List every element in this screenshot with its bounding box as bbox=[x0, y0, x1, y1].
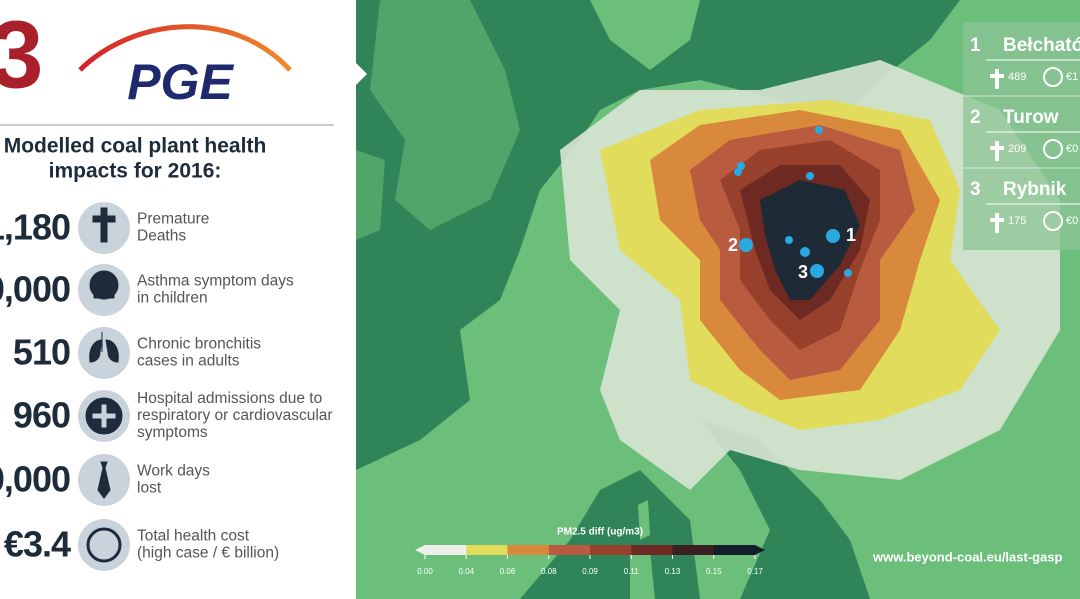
stat-value: 0,000 bbox=[0, 269, 70, 310]
plant-name: Turow bbox=[1003, 107, 1059, 128]
legend-swatch bbox=[548, 545, 591, 555]
legend-tick-label: 0.15 bbox=[706, 567, 722, 576]
legend-tick-label: 0.08 bbox=[541, 567, 557, 576]
stat-icon bbox=[86, 527, 122, 563]
cost-icon bbox=[1043, 67, 1063, 87]
land bbox=[370, 0, 520, 230]
legend-tick-label: 0.00 bbox=[417, 567, 433, 576]
legend-arrow bbox=[755, 545, 765, 555]
island bbox=[630, 500, 655, 599]
stat-label: respiratory or cardiovascular bbox=[137, 407, 333, 424]
plant-rank: 2 bbox=[970, 107, 981, 128]
legend-swatch bbox=[590, 545, 632, 555]
stat-icon bbox=[92, 207, 116, 243]
death-icon bbox=[990, 141, 1004, 161]
plant-rank: 1 bbox=[970, 35, 981, 56]
plant-name: Bełchatów bbox=[1003, 35, 1080, 56]
stat-label: (high case / € billion) bbox=[137, 545, 279, 562]
plume bbox=[760, 180, 860, 300]
legend-swatch bbox=[466, 545, 508, 555]
land bbox=[356, 150, 385, 240]
stat-icon-bg bbox=[78, 519, 130, 571]
stat-label: Hospital admissions due to bbox=[137, 390, 322, 407]
land bbox=[590, 0, 700, 70]
stat-value: 1,180 bbox=[0, 207, 70, 248]
legend-tick-label: 0.09 bbox=[582, 567, 598, 576]
plant-deaths: 489 bbox=[1008, 71, 1026, 83]
heading: impacts for 2016: bbox=[49, 160, 222, 183]
logo-text: PGE bbox=[127, 54, 234, 110]
stat-value: 960 bbox=[13, 395, 70, 436]
side-panel bbox=[0, 0, 356, 599]
stat-label: Premature bbox=[137, 211, 209, 228]
plant-deaths: 209 bbox=[1008, 143, 1026, 155]
legend-tick-label: 0.04 bbox=[458, 567, 474, 576]
legend: 0.00 0.04 0.06 0.08 0.09 0.11 0.13 0.15 0.17 bbox=[415, 545, 765, 576]
legend-title: PM2.5 diff (ug/m3) bbox=[557, 527, 643, 538]
stat-icon bbox=[89, 332, 119, 363]
plant-cost: €1 bbox=[1066, 71, 1078, 83]
stat-label: Asthma symptom days bbox=[137, 273, 294, 290]
legend-tick-label: 0.11 bbox=[624, 567, 640, 576]
stat-icon-bg bbox=[78, 327, 130, 379]
plant-rank: 3 bbox=[970, 179, 981, 200]
stat-label: symptoms bbox=[137, 424, 208, 441]
legend-swatch bbox=[631, 545, 673, 555]
plant-cost: €0 bbox=[1066, 215, 1078, 227]
legend-swatch bbox=[507, 545, 550, 555]
stat-label: lost bbox=[137, 480, 162, 497]
stat-label: cases in adults bbox=[137, 353, 240, 370]
legend-tick-label: 0.17 bbox=[747, 567, 763, 576]
stat-label: Total health cost bbox=[137, 528, 250, 545]
ranking: 1 Bełchatów 489 €1 2 Turow 209 €0 3 Rybnik 175 €0 bbox=[963, 35, 1080, 233]
death-icon bbox=[990, 213, 1004, 233]
stat-label: in children bbox=[137, 290, 208, 307]
logo-arc bbox=[78, 24, 292, 72]
marker-label: 2 bbox=[728, 235, 738, 255]
legend-swatch bbox=[425, 545, 467, 555]
stat-label: Work days bbox=[137, 463, 210, 480]
stat-value: 0,000 bbox=[0, 459, 70, 500]
legend-tick-label: 0.13 bbox=[665, 567, 681, 576]
legend-swatch bbox=[713, 545, 756, 555]
plant-name: Rybnik bbox=[1003, 179, 1067, 200]
marker-label: 3 bbox=[798, 262, 808, 282]
stat-icon bbox=[85, 397, 123, 435]
legend-arrow bbox=[415, 545, 425, 555]
legend-tick-label: 0.06 bbox=[500, 567, 516, 576]
legend-swatch bbox=[672, 545, 715, 555]
cost-icon bbox=[1043, 211, 1063, 231]
stat-value: €3.4 bbox=[4, 524, 71, 565]
stat-value: 510 bbox=[13, 332, 70, 373]
stat-label: Deaths bbox=[137, 228, 186, 245]
notch bbox=[355, 62, 367, 86]
map: 1 2 3 1Bełchatów489€12Turow209€03Rybnik1… bbox=[356, 0, 1080, 599]
source-url: www.beyond-coal.eu/last-gasp bbox=[872, 549, 1063, 564]
stat-label: Chronic bronchitis bbox=[137, 336, 261, 353]
rank-number: 3 bbox=[0, 1, 43, 108]
plant-deaths: 175 bbox=[1008, 215, 1026, 227]
sea bbox=[700, 420, 840, 560]
stat-icon bbox=[89, 270, 119, 300]
death-icon bbox=[990, 69, 1004, 89]
marker-label: 1 bbox=[846, 225, 856, 245]
plant-dots bbox=[734, 126, 852, 278]
cost-icon bbox=[1043, 139, 1063, 159]
stat-icon bbox=[97, 461, 111, 499]
plant-cost: €0 bbox=[1066, 143, 1078, 155]
heading: Modelled coal plant health bbox=[4, 135, 267, 158]
